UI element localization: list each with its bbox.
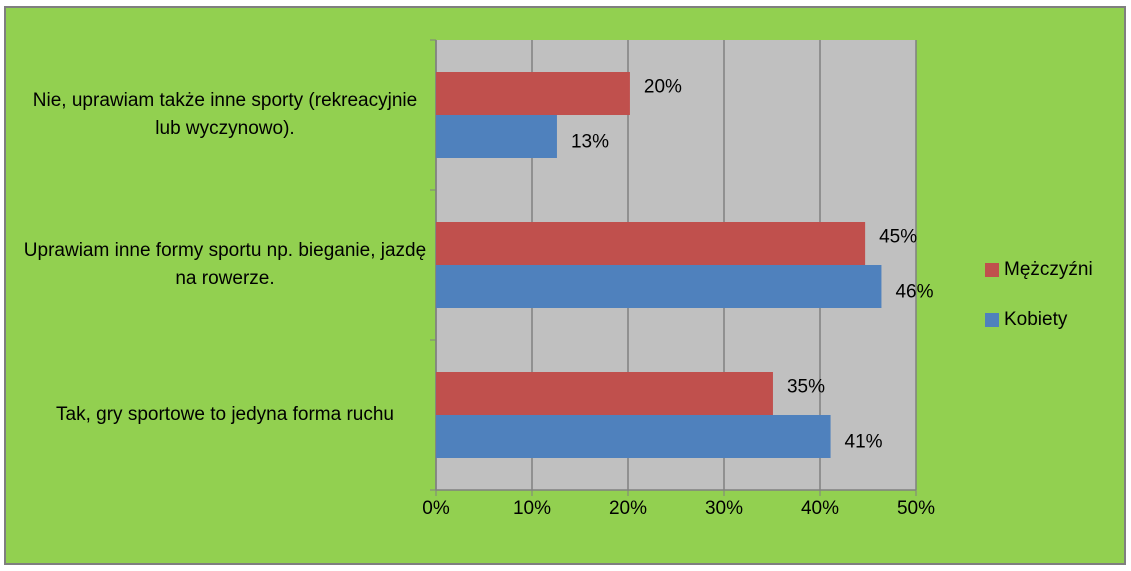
data-label: 35%	[787, 377, 825, 398]
x-tick-label: 50%	[897, 498, 935, 519]
x-tick-label: 0%	[422, 498, 450, 519]
bar	[436, 222, 866, 265]
legend-swatch	[985, 263, 999, 277]
bar	[436, 72, 630, 115]
bar	[436, 115, 557, 158]
x-tick-label: 20%	[609, 498, 647, 519]
y-tick-label: Nie, uprawiam także inne sporty (rekreac…	[32, 90, 418, 139]
x-tick-label: 10%	[513, 498, 551, 519]
legend-label: Kobiety	[1004, 309, 1068, 330]
data-label: 45%	[879, 227, 917, 248]
bar	[436, 265, 882, 308]
y-tick-label: Uprawiam inne formy sportu np. bieganie,…	[23, 240, 427, 289]
y-tick-label: Tak, gry sportowe to jedyna forma ruchu	[56, 404, 394, 425]
legend-label: Mężczyźni	[1004, 259, 1093, 280]
bar	[436, 415, 831, 458]
data-label: 46%	[895, 282, 933, 303]
x-tick-label: 30%	[705, 498, 743, 519]
data-label: 20%	[644, 77, 682, 98]
data-label: 13%	[571, 132, 609, 153]
legend-swatch	[985, 313, 999, 327]
x-tick-label: 40%	[801, 498, 839, 519]
data-label: 41%	[845, 432, 883, 453]
bar	[436, 372, 773, 415]
